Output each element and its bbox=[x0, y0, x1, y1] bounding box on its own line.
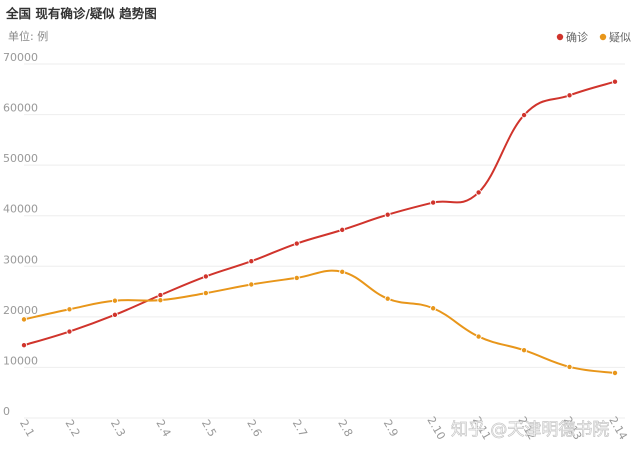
data-point[interactable] bbox=[157, 297, 164, 304]
data-point[interactable] bbox=[475, 189, 482, 196]
legend-label[interactable]: 疑似 bbox=[609, 31, 631, 44]
data-point[interactable] bbox=[20, 342, 27, 349]
data-point[interactable] bbox=[248, 281, 255, 288]
y-tick-label: 60000 bbox=[3, 102, 38, 115]
data-point[interactable] bbox=[430, 199, 437, 206]
y-tick-label: 20000 bbox=[3, 304, 38, 317]
data-point[interactable] bbox=[566, 363, 573, 370]
y-tick-label: 50000 bbox=[3, 152, 38, 165]
data-point[interactable] bbox=[612, 369, 619, 376]
data-point[interactable] bbox=[66, 306, 73, 313]
data-point[interactable] bbox=[248, 258, 255, 265]
legend-marker bbox=[599, 33, 607, 41]
watermark-text: 知乎 @天津明德书院 bbox=[451, 420, 609, 440]
x-tick-label: 2.9 bbox=[381, 417, 401, 439]
series-line bbox=[23, 80, 616, 347]
series-suspected bbox=[20, 268, 619, 376]
data-point[interactable] bbox=[157, 292, 164, 299]
series-layer bbox=[20, 78, 619, 376]
y-tick-label: 40000 bbox=[3, 203, 38, 216]
unit-label: 单位: 例 bbox=[8, 30, 49, 43]
data-point[interactable] bbox=[612, 78, 619, 85]
x-tick-label: 2.4 bbox=[153, 417, 173, 439]
y-axis-ticks: 0 10000 20000 30000 40000 50000 60000 70000 bbox=[3, 51, 38, 418]
series-confirmed bbox=[20, 78, 619, 349]
legend-marker bbox=[556, 33, 564, 41]
chart-title: 全国 现有确诊/疑似 趋势图 bbox=[6, 6, 157, 21]
data-point[interactable] bbox=[339, 268, 346, 275]
data-point[interactable] bbox=[521, 112, 528, 119]
data-point[interactable] bbox=[111, 311, 118, 318]
data-point[interactable] bbox=[20, 316, 27, 323]
data-point[interactable] bbox=[430, 305, 437, 312]
data-point[interactable] bbox=[202, 273, 209, 280]
grid-lines bbox=[24, 63, 625, 419]
y-tick-label: 0 bbox=[3, 405, 10, 418]
x-tick-label: 2.14 bbox=[606, 414, 630, 442]
data-point[interactable] bbox=[66, 328, 73, 335]
x-tick-label: 2.3 bbox=[108, 417, 128, 439]
data-point[interactable] bbox=[293, 240, 300, 247]
data-point[interactable] bbox=[475, 333, 482, 340]
data-point[interactable] bbox=[521, 347, 528, 354]
x-tick-label: 2.2 bbox=[62, 417, 82, 439]
legend[interactable]: 确诊 疑似 bbox=[556, 30, 631, 44]
data-point[interactable] bbox=[384, 295, 391, 302]
y-tick-label: 10000 bbox=[3, 354, 38, 367]
x-tick-label: 2.1 bbox=[17, 417, 37, 439]
x-tick-label: 2.7 bbox=[290, 417, 310, 439]
y-tick-label: 70000 bbox=[3, 51, 38, 64]
x-tick-label: 2.5 bbox=[199, 417, 219, 439]
x-tick-label: 2.8 bbox=[335, 417, 355, 439]
x-tick-label: 2.6 bbox=[244, 417, 264, 439]
series-line bbox=[23, 269, 616, 374]
legend-label[interactable]: 确诊 bbox=[566, 30, 588, 44]
data-point[interactable] bbox=[384, 211, 391, 218]
x-tick-label: 2.10 bbox=[424, 414, 448, 442]
data-point[interactable] bbox=[293, 274, 300, 281]
y-tick-label: 30000 bbox=[3, 253, 38, 266]
data-point[interactable] bbox=[111, 297, 118, 304]
data-point[interactable] bbox=[566, 92, 573, 99]
data-point[interactable] bbox=[339, 226, 346, 233]
data-point[interactable] bbox=[202, 290, 209, 297]
